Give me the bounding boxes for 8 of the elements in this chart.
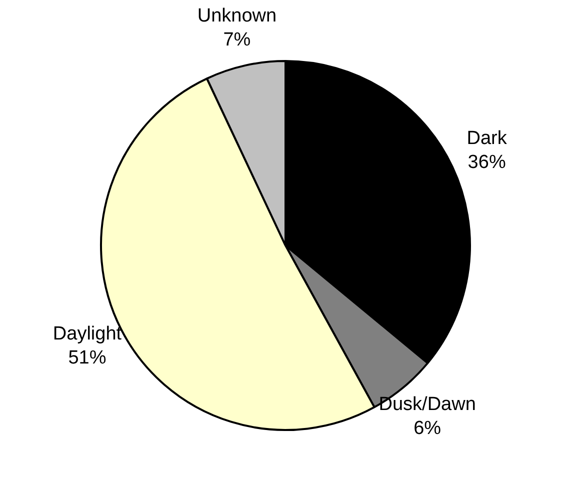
data-label: 51% [68, 348, 106, 369]
slice-label: Dusk/Dawn [378, 394, 476, 416]
slice-label: Daylight [52, 324, 122, 345]
slice-label: Unknown [197, 6, 277, 27]
data-label: 36% [468, 152, 506, 173]
data-label: 6% [414, 418, 442, 440]
slice-label: Dark [466, 128, 508, 149]
data-label: 7% [223, 30, 251, 51]
